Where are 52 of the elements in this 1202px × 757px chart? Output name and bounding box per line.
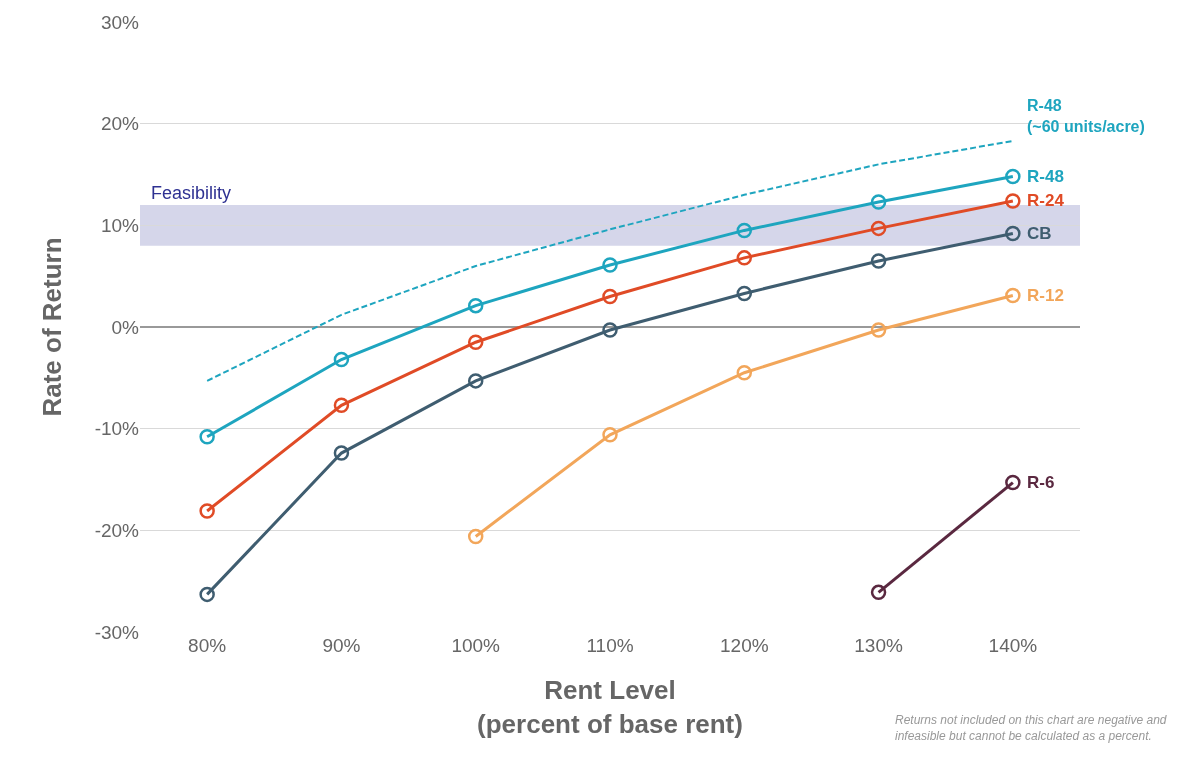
point: [736, 285, 753, 302]
x-tick-label: 140%: [988, 635, 1038, 656]
point: [602, 427, 618, 443]
series-label: R-48: [1027, 167, 1064, 186]
y-tick-label: -20%: [94, 519, 140, 541]
point: [467, 528, 484, 545]
point: [467, 297, 484, 314]
point: [870, 220, 887, 237]
point: [870, 194, 887, 210]
x-tick-label: 80%: [188, 635, 227, 656]
point: [467, 373, 484, 389]
x-tick-label: 130%: [854, 635, 903, 656]
series-label: R-48 (~60 units/acre): [1027, 97, 1145, 135]
point: [199, 429, 215, 445]
x-tick-label: 120%: [719, 635, 769, 656]
point: [467, 334, 484, 350]
y-tick-label: 30%: [100, 11, 140, 33]
point: [602, 257, 618, 273]
point: [1005, 193, 1021, 209]
y-tick-label: 20%: [100, 113, 140, 135]
y-axis-title: Rate of Return: [37, 237, 68, 417]
text: Returns not included on this chart are negative and infeasible but cannot be calculated as a percent.: [895, 713, 1167, 743]
point: [199, 503, 215, 519]
point: [736, 365, 753, 381]
series-label: R-6: [1027, 473, 1055, 492]
y-tick-label: 10%: [100, 214, 140, 236]
point: [333, 397, 350, 414]
point: [1005, 287, 1021, 304]
y-tick-label: 0%: [111, 316, 140, 338]
point: [736, 222, 753, 239]
series-label: R-24: [1027, 191, 1065, 210]
y-tick-label: -30%: [94, 621, 140, 643]
point: [870, 322, 887, 338]
point: [602, 288, 618, 305]
point: [1005, 168, 1021, 185]
band-label: Feasibility: [151, 183, 232, 203]
point: [736, 250, 753, 266]
point: [333, 351, 350, 368]
series-label: CB: [1027, 224, 1052, 243]
series-label: R-12: [1027, 286, 1064, 305]
x-axis-title: Rent Level (percent of base rent): [477, 674, 743, 739]
point: [333, 445, 350, 461]
y-tick-label: -10%: [94, 418, 140, 440]
point: [602, 322, 618, 338]
x-tick-label: 100%: [451, 635, 501, 656]
point: [870, 253, 887, 269]
x-tick-label: 90%: [322, 635, 361, 656]
point: [1005, 225, 1021, 242]
point: [870, 584, 887, 601]
x-tick-label: 110%: [586, 635, 634, 656]
point: [1005, 474, 1021, 491]
point: [199, 586, 215, 603]
